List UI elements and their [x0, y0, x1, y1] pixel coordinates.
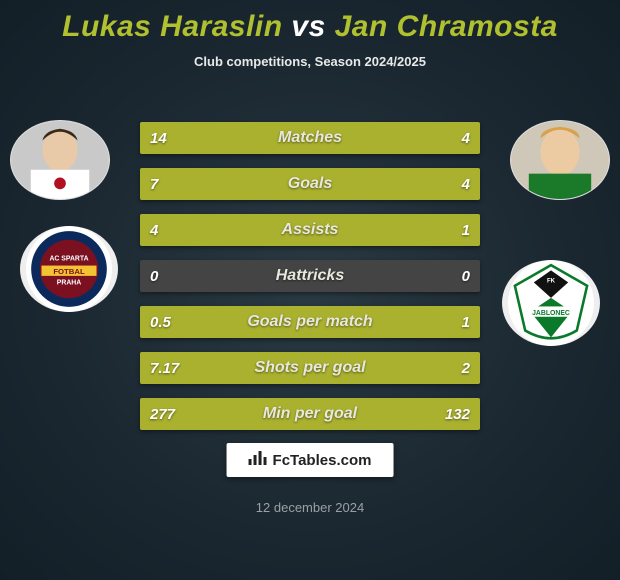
stat-value-left: 0: [150, 260, 158, 292]
player2-avatar: [510, 120, 610, 200]
stat-value-left: 14: [150, 122, 167, 154]
stat-label: Goals: [140, 168, 480, 200]
stat-value-right: 1: [462, 214, 470, 246]
stat-row-goals-per-match: Goals per match0.5 1: [140, 306, 480, 338]
player2-club-logo: JABLONEC FK: [502, 260, 600, 346]
season-subtitle: Club competitions, Season 2024/2025: [0, 54, 620, 69]
player1-name: Lukas Haraslin: [62, 10, 282, 43]
stat-value-left: 7: [150, 168, 158, 200]
svg-text:FK: FK: [547, 278, 556, 284]
stat-value-left: 277: [150, 398, 175, 430]
comparison-title: Lukas Haraslin vs Jan Chramosta: [0, 0, 620, 44]
stat-label: Shots per goal: [140, 352, 480, 384]
stat-value-right: 4: [462, 122, 470, 154]
svg-text:JABLONEC: JABLONEC: [532, 310, 570, 317]
svg-text:AC SPARTA: AC SPARTA: [49, 255, 88, 262]
stat-value-left: 4: [150, 214, 158, 246]
brand-badge: FcTables.com: [227, 443, 394, 477]
stat-value-left: 0.5: [150, 306, 171, 338]
stat-row-shots-per-goal: Shots per goal7.17 2: [140, 352, 480, 384]
stat-row-hattricks: Hattricks0 0: [140, 260, 480, 292]
stat-label: Assists: [140, 214, 480, 246]
svg-text:PRAHA: PRAHA: [57, 279, 81, 286]
comparison-bars: Matches144Goals74Assists41Hattricks00Goa…: [140, 122, 480, 444]
stat-label: Matches: [140, 122, 480, 154]
stat-value-right: 0: [462, 260, 470, 292]
brand-text: FcTables.com: [273, 452, 372, 469]
chart-icon: [249, 451, 267, 469]
stat-label: Min per goal: [140, 398, 480, 430]
stat-value-right: 4: [462, 168, 470, 200]
stat-value-right: 132: [445, 398, 470, 430]
stat-row-matches: Matches14 4: [140, 122, 480, 154]
svg-text:FOTBAL: FOTBAL: [53, 267, 85, 276]
stat-value-left: 7.17: [150, 352, 179, 384]
player1-avatar: [10, 120, 110, 200]
stat-value-right: 2: [462, 352, 470, 384]
stat-label: Goals per match: [140, 306, 480, 338]
player1-club-logo: AC SPARTA PRAHA FOTBAL: [20, 226, 118, 312]
vs-separator: vs: [291, 10, 325, 43]
stat-value-right: 1: [462, 306, 470, 338]
stat-row-goals: Goals7 4: [140, 168, 480, 200]
stat-row-assists: Assists4 1: [140, 214, 480, 246]
stat-label: Hattricks: [140, 260, 480, 292]
stat-row-min-per-goal: Min per goal277 132: [140, 398, 480, 430]
date-stamp: 12 december 2024: [0, 500, 620, 515]
player2-name: Jan Chramosta: [335, 10, 558, 43]
